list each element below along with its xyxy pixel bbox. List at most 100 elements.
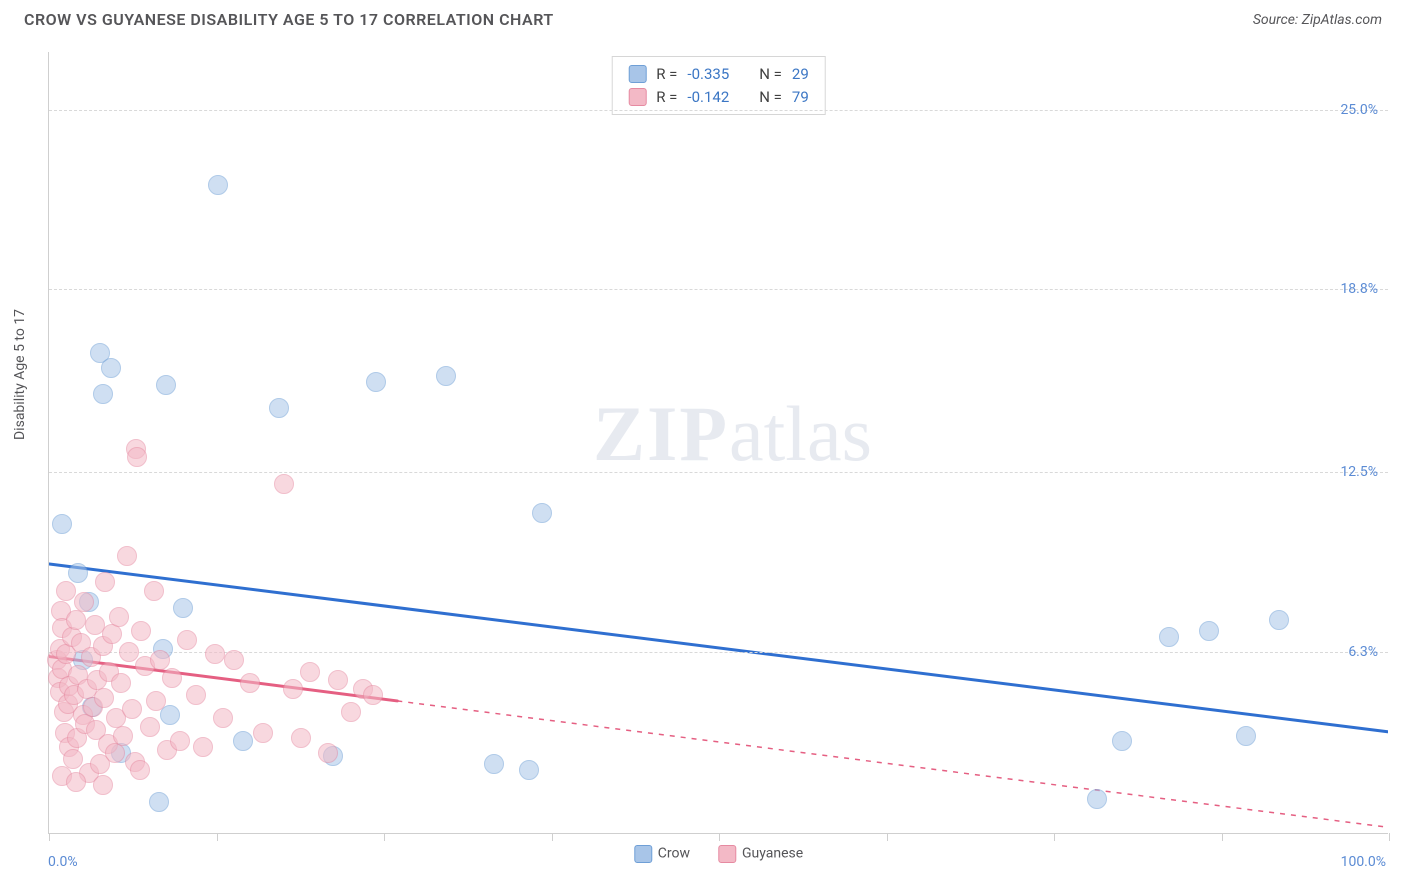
data-point — [117, 546, 137, 566]
legend-r-value: -0.142 — [687, 86, 729, 109]
data-point — [146, 691, 166, 711]
legend-swatch — [628, 88, 646, 106]
data-point — [1236, 726, 1256, 746]
legend-row: R = -0.142 N = 79 — [628, 86, 809, 109]
data-point — [127, 447, 147, 467]
correlation-legend: R = -0.335 N = 29 R = -0.142 N = 79 — [611, 56, 826, 115]
data-point — [109, 607, 129, 627]
data-point — [150, 650, 170, 670]
data-point — [269, 398, 289, 418]
x-axis-max-label: 100.0% — [1341, 854, 1386, 870]
data-point — [105, 743, 125, 763]
data-point — [1269, 610, 1289, 630]
data-point — [156, 375, 176, 395]
data-point — [102, 624, 122, 644]
data-point — [233, 731, 253, 751]
data-point — [532, 503, 552, 523]
data-point — [144, 581, 164, 601]
data-point — [283, 679, 303, 699]
x-tick — [384, 833, 385, 841]
data-point — [205, 644, 225, 664]
chart-title: CROW VS GUYANESE DISABILITY AGE 5 TO 17 … — [24, 10, 554, 29]
x-tick — [887, 833, 888, 841]
x-tick — [1389, 833, 1390, 841]
data-point — [253, 723, 273, 743]
scatter-chart: ZIPatlas R =-0.335N =29R =-0.142N =79 Cr… — [48, 52, 1388, 834]
data-point — [177, 630, 197, 650]
y-axis-label: Disability Age 5 to 17 — [12, 309, 28, 440]
legend-r-label: R = — [656, 63, 677, 86]
y-tick-label: 12.5% — [1340, 464, 1378, 480]
regression-lines — [49, 52, 1388, 833]
gridline — [49, 110, 1388, 111]
data-point — [140, 717, 160, 737]
legend-swatch — [628, 65, 646, 83]
data-point — [68, 563, 88, 583]
data-point — [328, 670, 348, 690]
data-point — [1112, 731, 1132, 751]
data-point — [173, 598, 193, 618]
legend-r-label: R = — [656, 86, 677, 109]
chart-source: Source: ZipAtlas.com — [1253, 12, 1382, 28]
data-point — [208, 175, 228, 195]
legend-n-value: 79 — [792, 86, 809, 109]
chart-header: CROW VS GUYANESE DISABILITY AGE 5 TO 17 … — [0, 0, 1406, 35]
legend-label: Guyanese — [742, 846, 803, 862]
data-point — [484, 754, 504, 774]
data-point — [149, 792, 169, 812]
data-point — [366, 372, 386, 392]
data-point — [193, 737, 213, 757]
data-point — [56, 581, 76, 601]
legend-item: Guyanese — [718, 845, 803, 863]
data-point — [74, 592, 94, 612]
data-point — [170, 731, 190, 751]
legend-n-label: N = — [759, 86, 782, 109]
data-point — [291, 728, 311, 748]
data-point — [95, 572, 115, 592]
data-point — [224, 650, 244, 670]
legend-n-label: N = — [759, 63, 782, 86]
y-tick-label: 6.3% — [1348, 644, 1378, 660]
data-point — [162, 668, 182, 688]
data-point — [213, 708, 233, 728]
data-point — [63, 749, 83, 769]
data-point — [131, 621, 151, 641]
watermark: ZIPatlas — [593, 389, 872, 479]
data-point — [186, 685, 206, 705]
x-axis-min-label: 0.0% — [48, 854, 78, 870]
data-point — [363, 685, 383, 705]
data-point — [93, 384, 113, 404]
legend-item: Crow — [634, 845, 690, 863]
data-point — [66, 610, 86, 630]
watermark-atlas: atlas — [729, 390, 872, 477]
data-point — [519, 760, 539, 780]
legend-n-value: 29 — [792, 63, 809, 86]
data-point — [52, 514, 72, 534]
data-point — [1087, 789, 1107, 809]
x-tick — [552, 833, 553, 841]
y-tick-label: 25.0% — [1340, 102, 1378, 118]
x-tick — [719, 833, 720, 841]
series-legend: Crow Guyanese — [634, 845, 803, 863]
data-point — [111, 673, 131, 693]
data-point — [93, 775, 113, 795]
data-point — [1159, 627, 1179, 647]
legend-label: Crow — [658, 846, 690, 862]
data-point — [66, 772, 86, 792]
data-point — [113, 726, 133, 746]
watermark-zip: ZIP — [593, 390, 729, 477]
data-point — [1199, 621, 1219, 641]
x-tick — [217, 833, 218, 841]
data-point — [240, 673, 260, 693]
y-tick-label: 18.8% — [1340, 281, 1378, 297]
legend-swatch — [718, 845, 736, 863]
data-point — [101, 358, 121, 378]
legend-row: R = -0.335 N = 29 — [628, 63, 809, 86]
data-point — [119, 642, 139, 662]
legend-r-value: -0.335 — [687, 63, 729, 86]
x-tick — [49, 833, 50, 841]
data-point — [436, 366, 456, 386]
data-point — [341, 702, 361, 722]
data-point — [130, 760, 150, 780]
data-point — [300, 662, 320, 682]
